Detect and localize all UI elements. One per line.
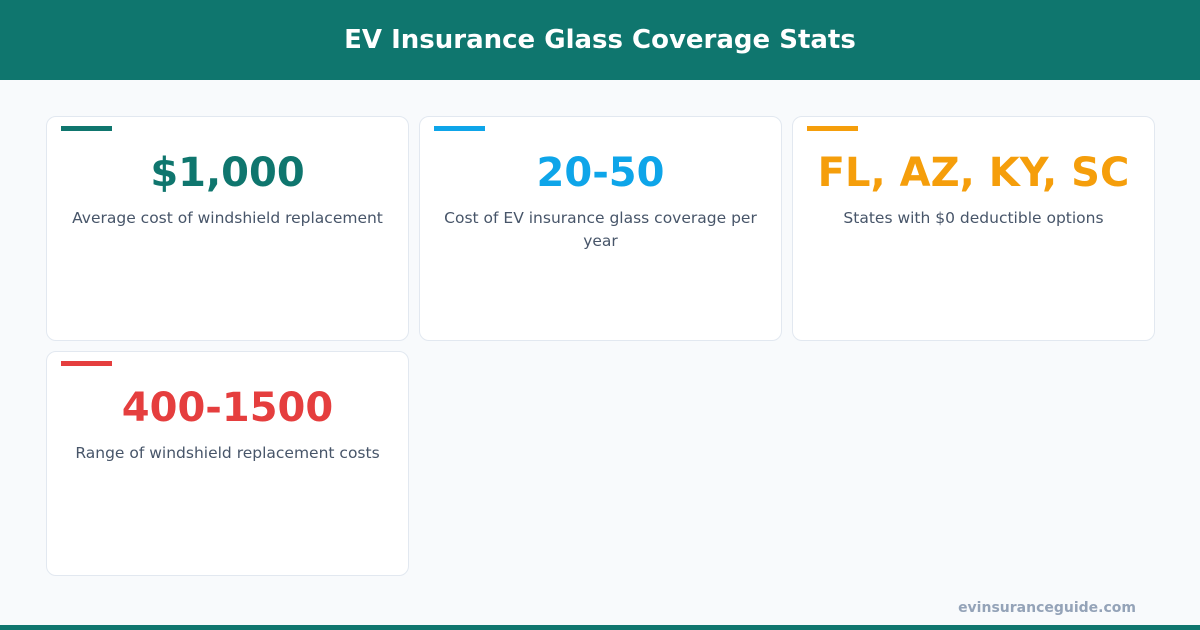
stat-value: FL, AZ, KY, SC [817, 150, 1130, 196]
bottom-bar [0, 625, 1200, 630]
stat-label: Cost of EV insurance glass coverage per … [444, 209, 757, 250]
accent-bar [61, 361, 112, 366]
stat-label: States with $0 deductible options [843, 209, 1104, 227]
accent-bar [61, 126, 112, 131]
stat-card: 20-50 Cost of EV insurance glass coverag… [419, 116, 782, 341]
stat-value: 400-1500 [121, 385, 334, 431]
stat-card: FL, AZ, KY, SC States with $0 deductible… [792, 116, 1155, 341]
header: EV Insurance Glass Coverage Stats [0, 0, 1200, 80]
stat-value: $1,000 [150, 150, 305, 196]
page-title: EV Insurance Glass Coverage Stats [344, 25, 856, 55]
stat-value: 20-50 [536, 150, 665, 196]
stat-card: $1,000 Average cost of windshield replac… [46, 116, 409, 341]
accent-bar [434, 126, 485, 131]
site-url: evinsuranceguide.com [958, 600, 1136, 616]
stat-label: Range of windshield replacement costs [75, 444, 380, 462]
stat-card: 400-1500 Range of windshield replacement… [46, 351, 409, 576]
stat-label: Average cost of windshield replacement [72, 209, 383, 227]
accent-bar [807, 126, 858, 131]
